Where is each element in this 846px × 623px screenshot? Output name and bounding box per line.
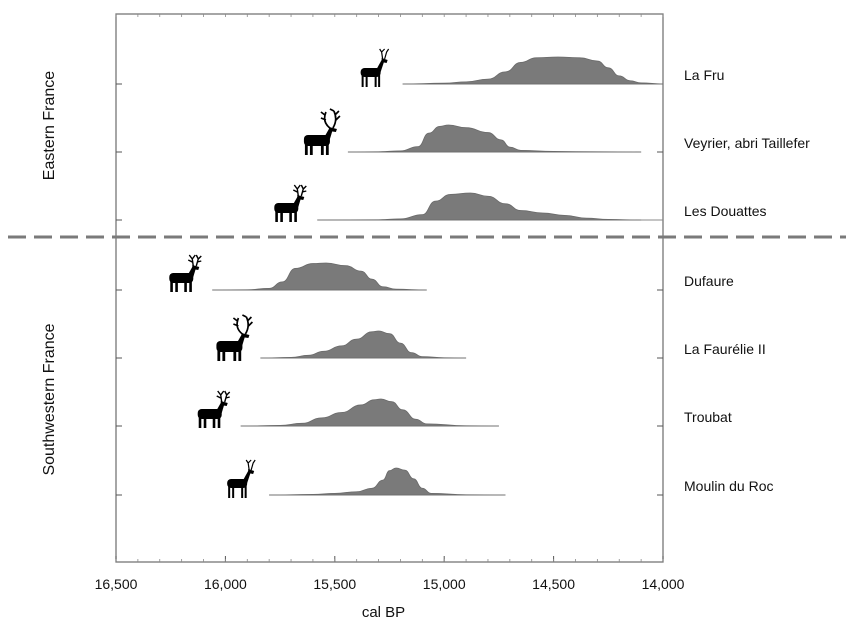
region-label: Southwestern France <box>41 323 58 475</box>
site-label: Troubat <box>684 409 732 425</box>
site-label: Veyrier, abri Taillefer <box>684 135 810 151</box>
x-tick-label: 14,000 <box>642 576 685 592</box>
reindeer-icon <box>273 184 307 223</box>
x-tick-label: 16,500 <box>95 576 138 592</box>
reindeer-icon <box>303 108 341 156</box>
site-label: La Faurélie II <box>684 341 766 357</box>
x-tick-label: 15,500 <box>313 576 356 592</box>
density-curve <box>402 56 664 85</box>
site-label: Les Douattes <box>684 203 767 219</box>
x-axis: 16,500 16,000 15,500 15,000 14,500 14,000 <box>95 14 685 592</box>
x-axis-title: cal BP <box>362 604 405 621</box>
ridge-series: Dufaure <box>168 254 734 293</box>
x-tick-label: 16,000 <box>204 576 247 592</box>
density-curve <box>260 330 467 359</box>
ridge-series: La Fru <box>360 48 724 88</box>
reindeer-icon <box>215 314 254 362</box>
density-curve <box>269 467 506 496</box>
density-curve <box>317 192 642 221</box>
reindeer-icon <box>197 390 231 429</box>
ridge-series: La Faurélie II <box>215 314 766 362</box>
ridge-series: Moulin du Roc <box>226 459 774 499</box>
ridge-series: Troubat <box>197 390 732 429</box>
x-tick-label: 14,500 <box>532 576 575 592</box>
site-label: Moulin du Roc <box>684 478 774 494</box>
plot-frame <box>115 13 664 563</box>
reindeer-icon <box>226 459 256 499</box>
reindeer-icon <box>360 48 390 88</box>
reindeer-icon <box>168 254 202 293</box>
density-curve <box>240 398 499 427</box>
density-curve <box>212 262 427 291</box>
x-tick-label: 15,000 <box>423 576 466 592</box>
site-label: Dufaure <box>684 273 734 289</box>
region-label: Eastern France <box>41 71 58 180</box>
site-label: La Fru <box>684 67 724 83</box>
ridge-series: Veyrier, abri Taillefer <box>303 108 810 156</box>
ridge-series: Les Douattes <box>273 184 767 223</box>
density-curve <box>347 124 642 153</box>
